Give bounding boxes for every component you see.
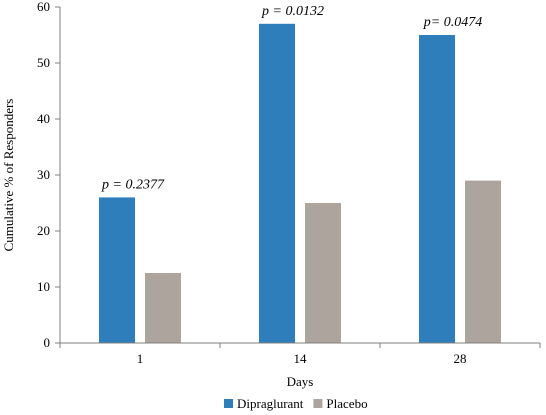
legend-label-dipraglurant: Dipraglurant xyxy=(237,396,304,411)
p-value-label: p= 0.0474 xyxy=(423,15,482,30)
bar-dipraglurant xyxy=(99,197,135,343)
legend-swatch-placebo xyxy=(313,399,323,408)
bars xyxy=(99,23,501,344)
y-axis-ticks: 0 10 20 30 40 50 60 xyxy=(37,0,60,350)
bar-dipraglurant xyxy=(419,35,455,343)
y-tick-label: 10 xyxy=(37,279,50,294)
y-tick-label: 40 xyxy=(37,111,50,126)
p-value-label: p = 0.0132 xyxy=(261,4,324,19)
legend-label-placebo: Placebo xyxy=(326,396,367,411)
legend: Dipraglurant Placebo xyxy=(224,396,368,411)
y-tick-label: 20 xyxy=(37,223,50,238)
y-axis-title: Cumulative % of Responders xyxy=(1,99,16,252)
bar-placebo xyxy=(145,273,181,343)
bar-placebo xyxy=(305,203,341,343)
bar-dipraglurant xyxy=(259,23,295,344)
legend-swatch-dipraglurant xyxy=(224,399,233,408)
y-tick-label: 60 xyxy=(37,0,50,14)
p-value-annotations: p = 0.2377 p = 0.0132 p= 0.0474 xyxy=(101,4,482,193)
y-tick-label: 30 xyxy=(37,167,50,182)
y-tick-label: 0 xyxy=(44,335,51,350)
p-value-label: p = 0.2377 xyxy=(101,177,165,192)
y-tick-label: 50 xyxy=(37,55,50,70)
x-axis-title: Days xyxy=(287,374,314,389)
x-tick-label: 14 xyxy=(294,351,308,366)
x-tick-label: 28 xyxy=(454,351,467,366)
x-tick-label: 1 xyxy=(137,351,144,366)
bar-placebo xyxy=(465,180,501,343)
x-axis-ticks: 1 14 28 xyxy=(59,343,541,366)
